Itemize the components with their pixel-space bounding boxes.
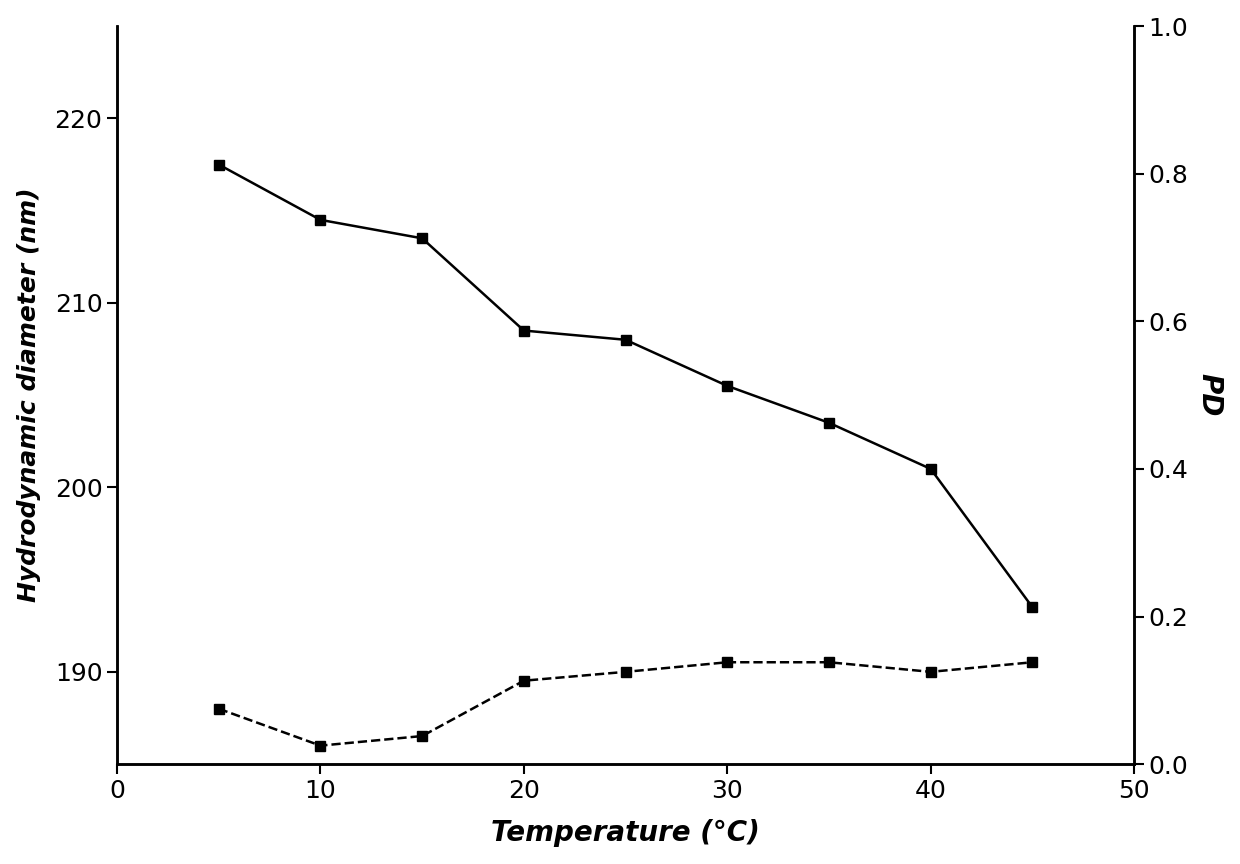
X-axis label: Temperature (°C): Temperature (°C) [491, 819, 760, 848]
Y-axis label: Hydrodynamic diameter (nm): Hydrodynamic diameter (nm) [16, 187, 41, 602]
Y-axis label: PD: PD [1195, 373, 1224, 416]
